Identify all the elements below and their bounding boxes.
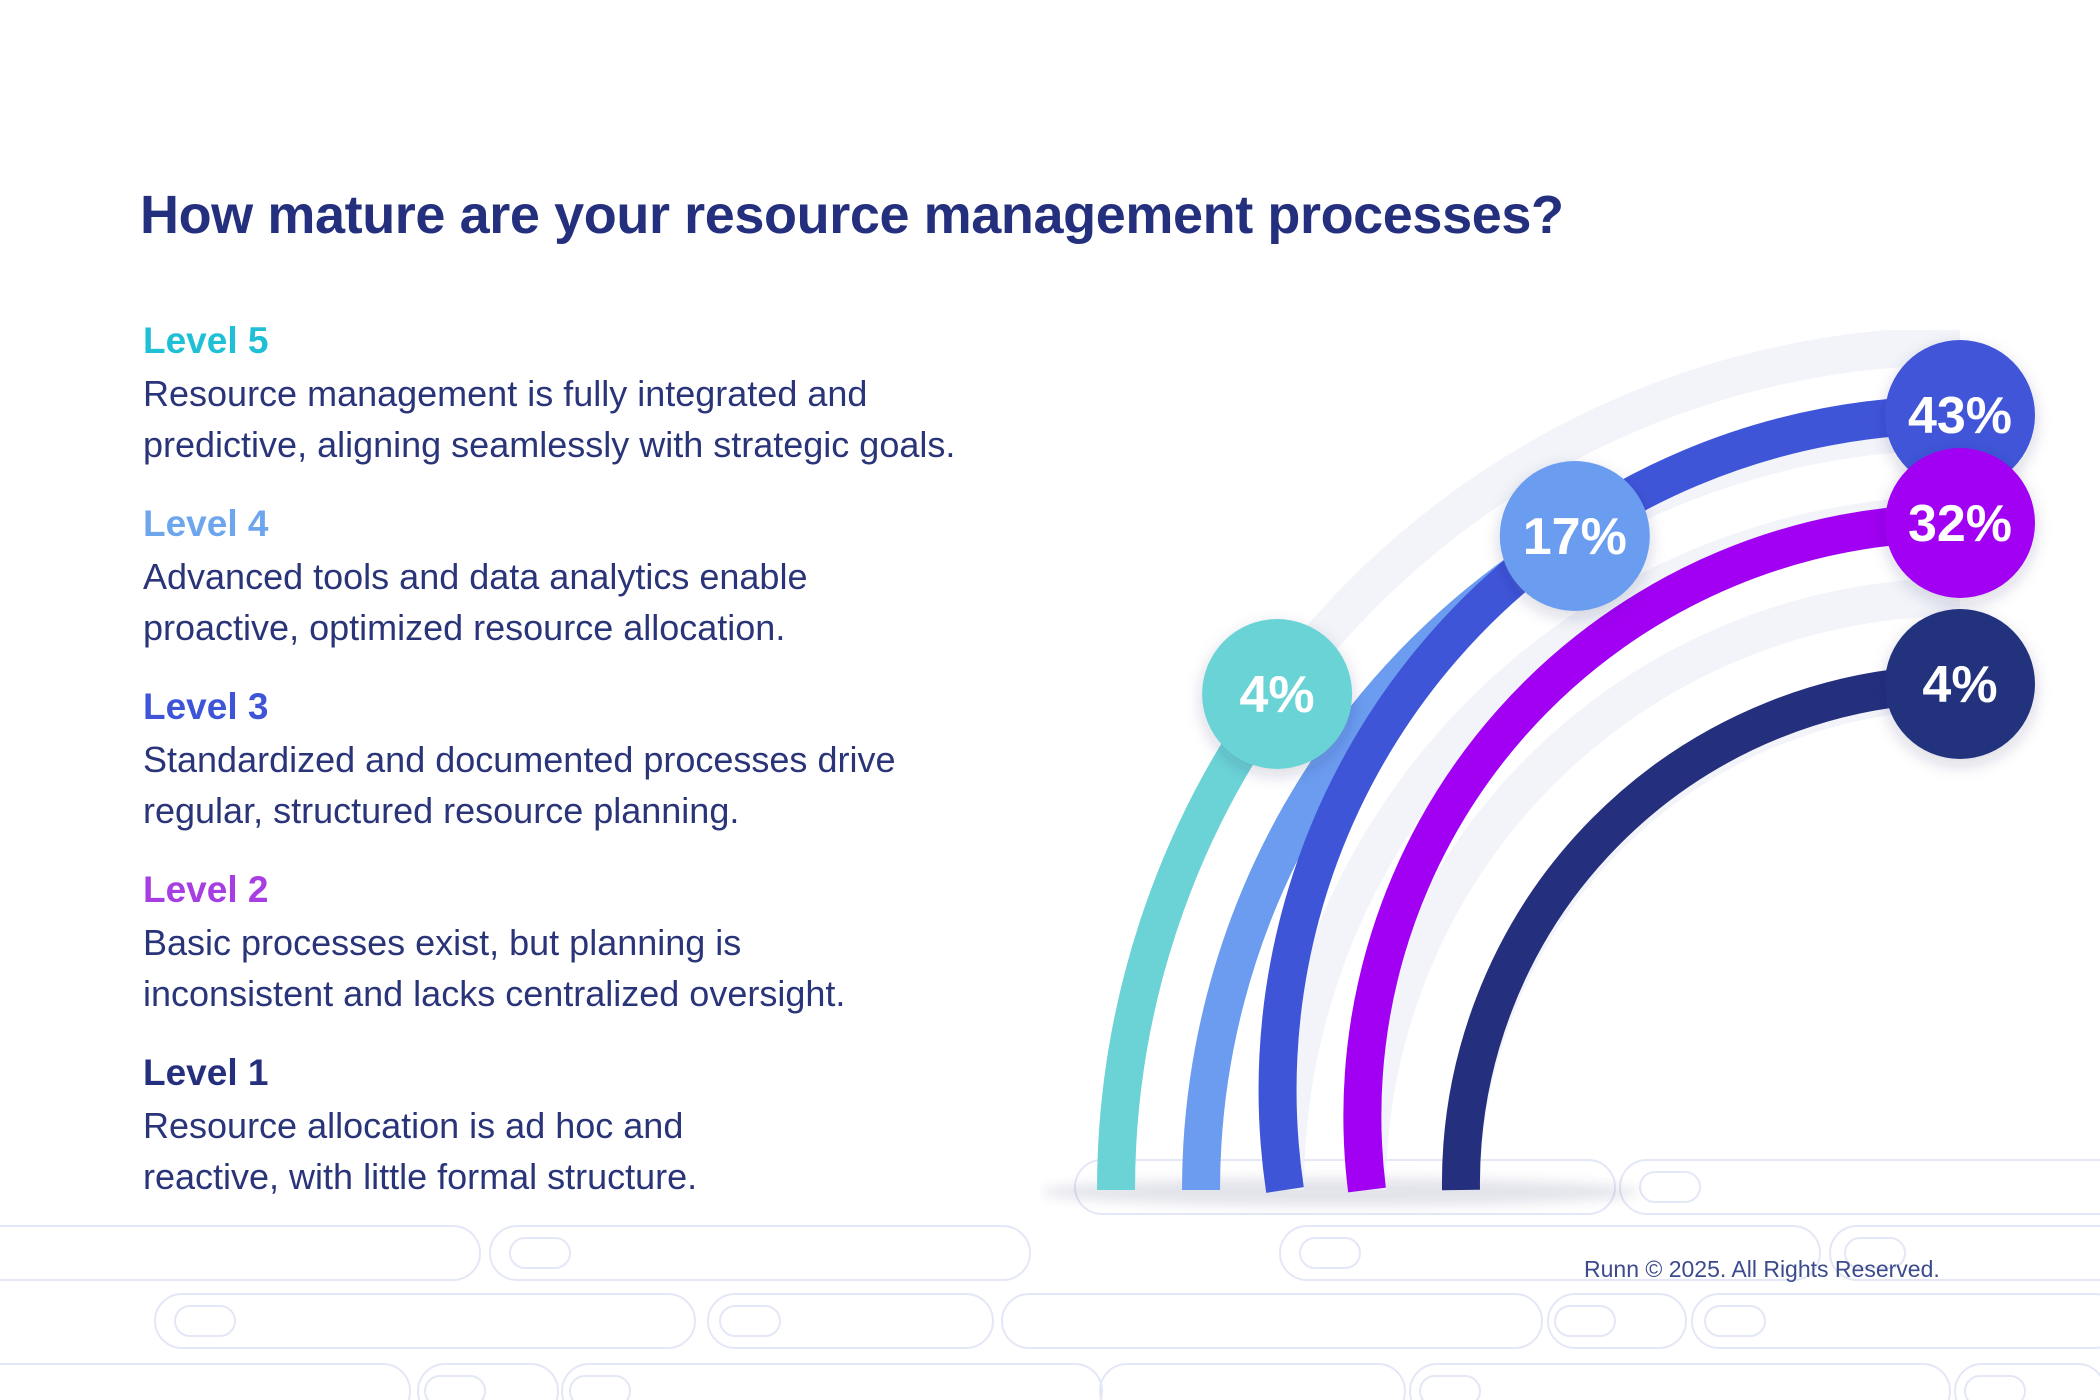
level-4-value-label: 17% bbox=[1523, 508, 1627, 566]
level-3-description: Standardized and documented processes dr… bbox=[143, 734, 1083, 836]
level-3-label: Level 3 bbox=[143, 686, 269, 727]
description-line: Advanced tools and data analytics enable bbox=[143, 556, 808, 597]
level-1-label: Level 1 bbox=[143, 1052, 269, 1093]
level-3-band bbox=[1258, 395, 1961, 1193]
level-1-value-label: 4% bbox=[1922, 656, 1997, 714]
level-1-badge-circle bbox=[1885, 609, 2035, 759]
level-4-badge: 17% bbox=[1499, 461, 1650, 611]
level-5-label: Level 5 bbox=[143, 320, 269, 361]
level-2-band bbox=[1343, 503, 1961, 1193]
level-2-entry: Level 2 Basic processes exist, but plann… bbox=[143, 867, 1083, 1050]
level-4-description: Advanced tools and data analytics enable… bbox=[143, 551, 1083, 653]
copyright-footer: Runn © 2025. All Rights Reserved. bbox=[1584, 1256, 1940, 1282]
level-2-badge-circle bbox=[1885, 448, 2035, 598]
level-2-badge: 32% bbox=[1885, 448, 2035, 598]
description-line: proactive, optimized resource allocation… bbox=[143, 607, 786, 648]
description-line: reactive, with little formal structure. bbox=[143, 1156, 698, 1197]
value-badges: 4% 17% 43% 32% 4% bbox=[1202, 340, 2035, 769]
page-title: How mature are your resource management … bbox=[140, 185, 1564, 245]
description-line: Standardized and documented processes dr… bbox=[143, 739, 896, 780]
description-line: Resource management is fully integrated … bbox=[143, 373, 868, 414]
level-3-badge-circle bbox=[1885, 340, 2035, 490]
level-2-value-label: 32% bbox=[1908, 495, 2012, 553]
level-5-badge-circle bbox=[1202, 619, 1353, 769]
maturity-arc-chart: 4% 17% 43% 32% 4% bbox=[1040, 330, 2035, 1206]
description-line: regular, structured resource planning. bbox=[143, 790, 740, 831]
level-1-badge: 4% bbox=[1885, 609, 2035, 759]
description-line: Resource allocation is ad hoc and bbox=[143, 1105, 684, 1146]
level-1-description: Resource allocation is ad hoc and reacti… bbox=[143, 1100, 1083, 1202]
level-2-label: Level 2 bbox=[143, 869, 269, 910]
level-5-entry: Level 5 Resource management is fully int… bbox=[143, 318, 1083, 501]
level-4-badge-circle bbox=[1499, 461, 1650, 611]
description-line: predictive, aligning seamlessly with str… bbox=[143, 424, 956, 465]
level-2-description: Basic processes exist, but planning is i… bbox=[143, 917, 1083, 1019]
level-4-label: Level 4 bbox=[143, 503, 269, 544]
description-line: inconsistent and lacks centralized overs… bbox=[143, 973, 846, 1014]
level-1-entry: Level 1 Resource allocation is ad hoc an… bbox=[143, 1050, 1083, 1233]
level-legend: Level 5 Resource management is fully int… bbox=[143, 318, 1083, 1233]
level-3-entry: Level 3 Standardized and documented proc… bbox=[143, 684, 1083, 867]
level-4-entry: Level 4 Advanced tools and data analytic… bbox=[143, 501, 1083, 684]
description-line: Basic processes exist, but planning is bbox=[143, 922, 742, 963]
level-1-band bbox=[1441, 665, 1961, 1191]
level-5-value-label: 4% bbox=[1240, 666, 1315, 724]
level-3-value-label: 43% bbox=[1908, 387, 2012, 445]
level-3-badge: 43% bbox=[1885, 340, 2035, 490]
level-5-badge: 4% bbox=[1202, 619, 1353, 769]
level-5-description: Resource management is fully integrated … bbox=[143, 368, 1083, 470]
